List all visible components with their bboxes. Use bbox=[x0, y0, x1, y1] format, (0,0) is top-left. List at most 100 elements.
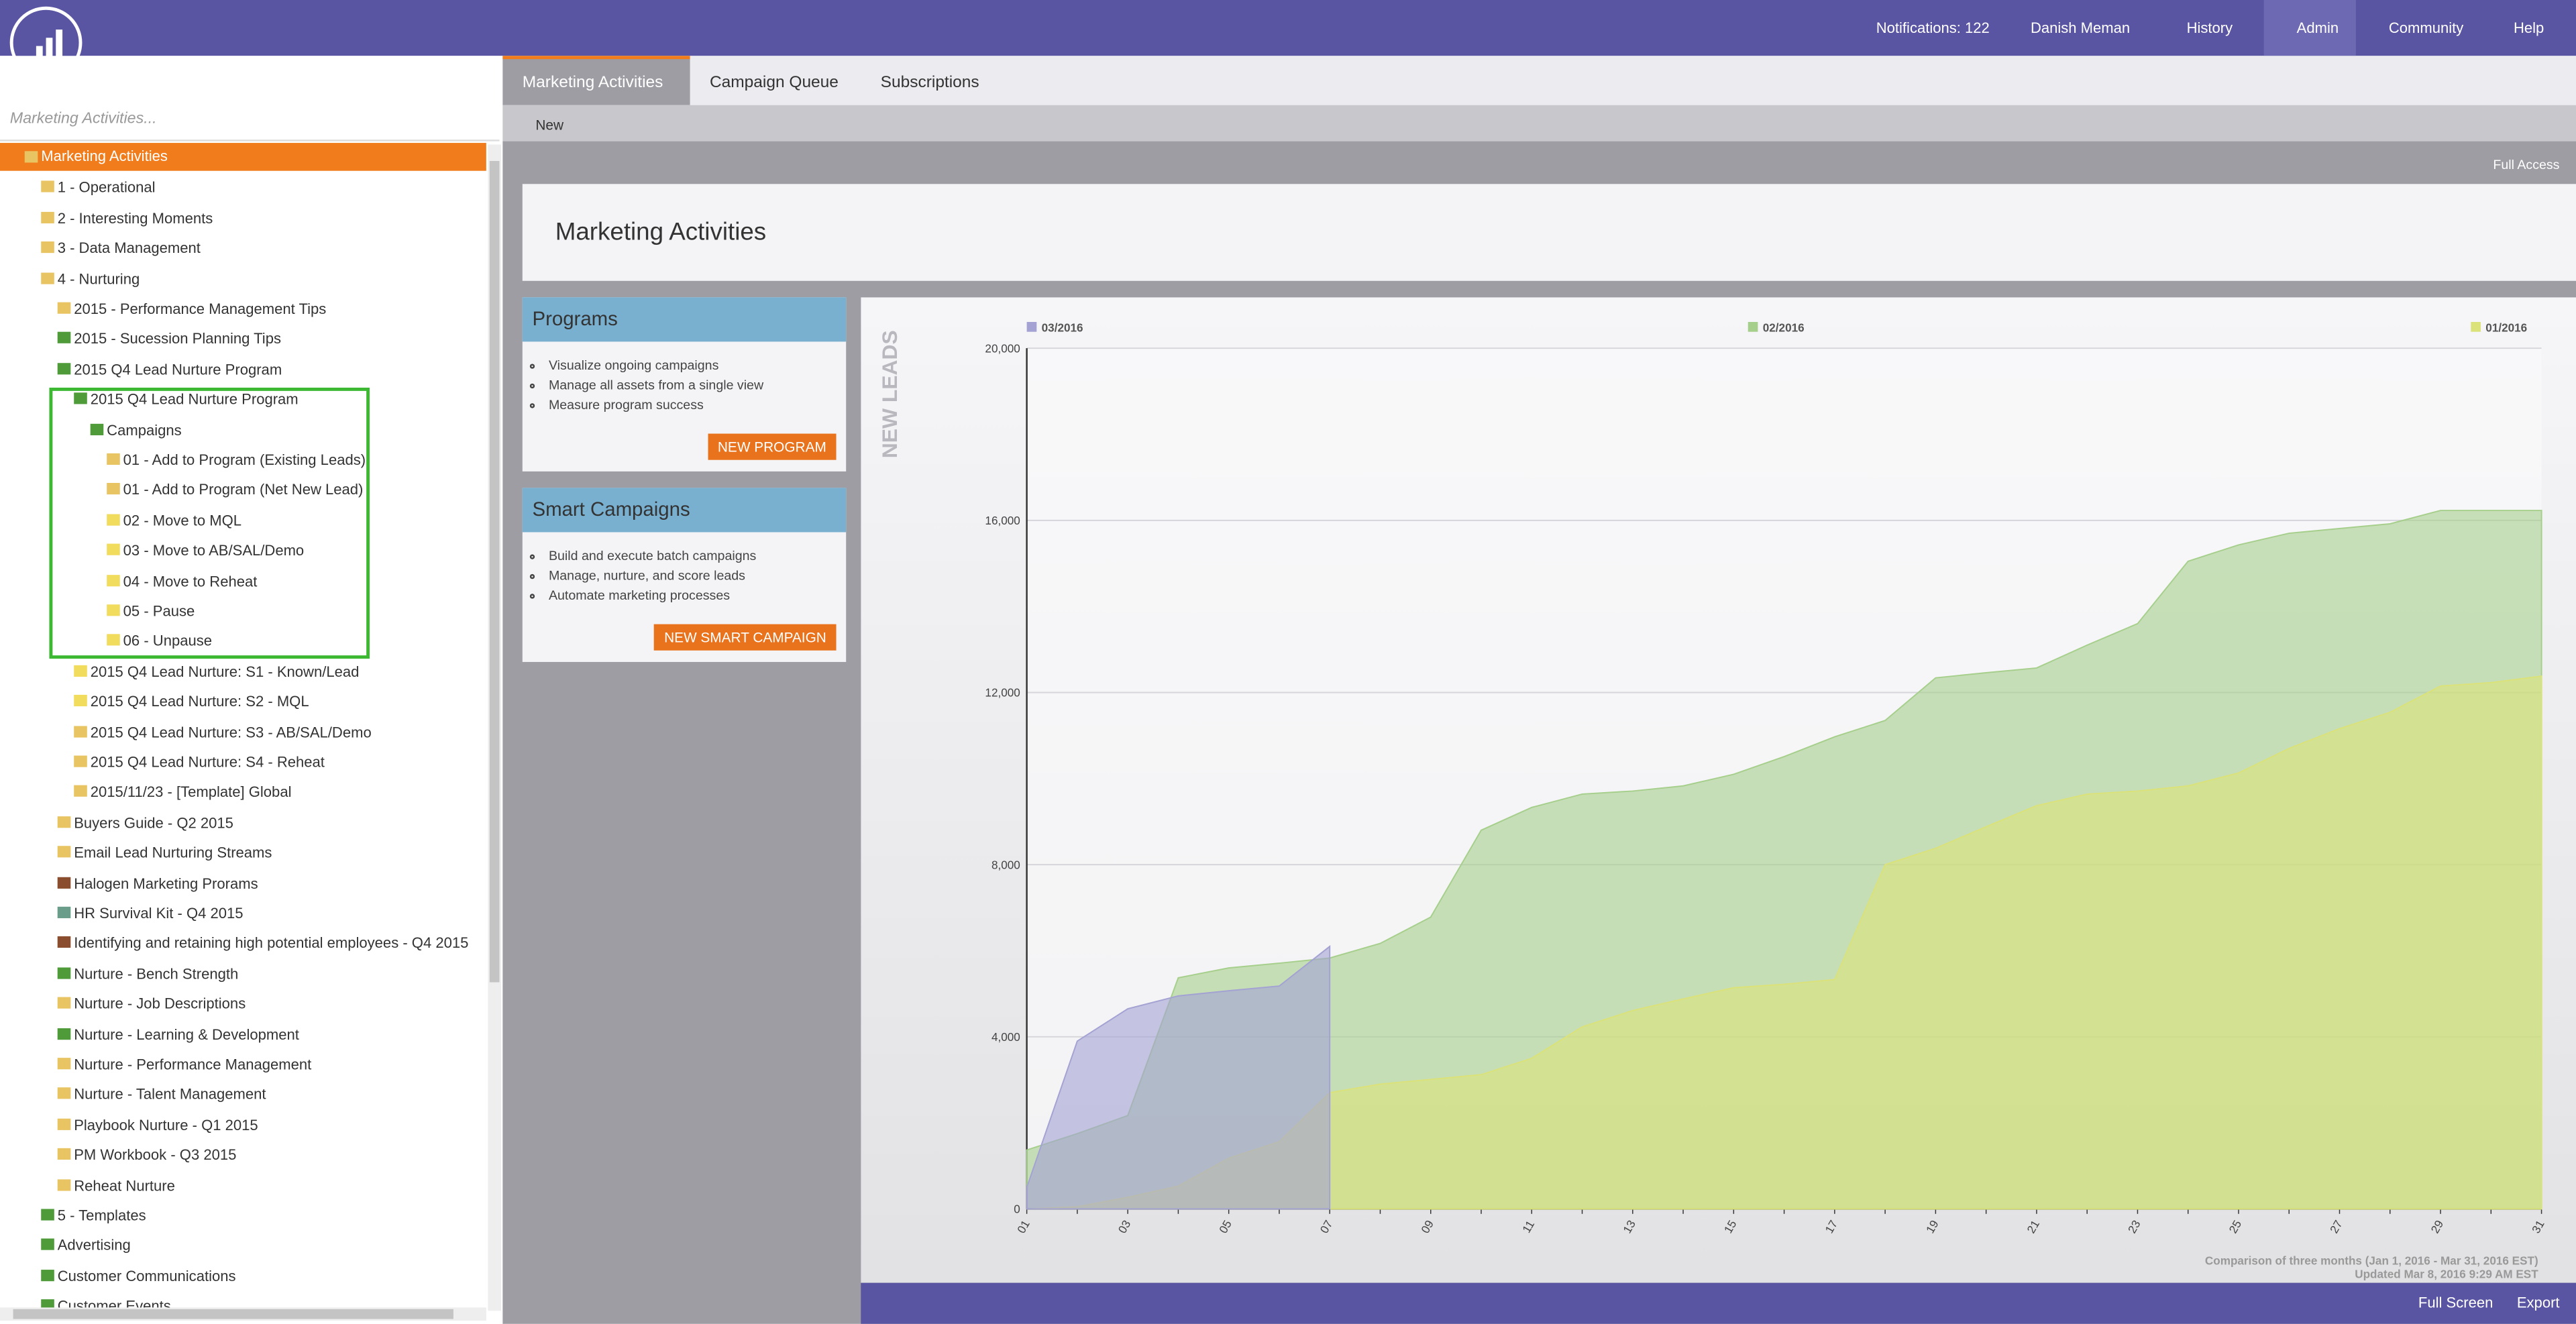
tree-icon bbox=[41, 272, 54, 284]
tree-icon bbox=[41, 1209, 54, 1221]
panel-list: Visualize ongoing campaigns Manage all a… bbox=[523, 358, 846, 417]
legend-swatch bbox=[2471, 322, 2481, 332]
new-smart-campaign-button[interactable]: NEW SMART CAMPAIGN bbox=[654, 624, 837, 651]
tree-icon bbox=[57, 936, 71, 949]
y-tick-label: 0 bbox=[1014, 1203, 1020, 1216]
tree-item[interactable]: 02 - Move to MQL bbox=[123, 512, 242, 529]
chart: NEW LEADS 0 4,000 8,000 12,000 16,000 20,000 0… bbox=[861, 297, 2576, 1283]
tree-item[interactable]: 2015 Q4 Lead Nurture: S4 - Reheat bbox=[90, 754, 325, 771]
tree-icon bbox=[57, 1148, 71, 1160]
tree-item[interactable]: HR Survival Kit - Q4 2015 bbox=[74, 905, 244, 922]
tree-item[interactable]: 2015 - Sucession Planning Tips bbox=[74, 331, 282, 347]
tree-item[interactable]: 2015 Q4 Lead Nurture Program bbox=[90, 391, 299, 408]
tree-item[interactable]: Nurture - Talent Management bbox=[74, 1086, 266, 1103]
export-button[interactable]: Export bbox=[2516, 1294, 2560, 1311]
tree-item[interactable]: 03 - Move to AB/SAL/Demo bbox=[123, 542, 305, 559]
tree-item[interactable]: Marketing Activities bbox=[0, 143, 486, 171]
tree-item[interactable]: 3 - Data Management bbox=[57, 240, 201, 257]
new-button[interactable]: New bbox=[535, 116, 564, 133]
panel-item: Manage, nurture, and score leads bbox=[549, 568, 846, 588]
scrollbar[interactable] bbox=[488, 144, 501, 1311]
tree-item[interactable]: 2015/11/23 - [Template] Global bbox=[90, 784, 292, 801]
community-link[interactable]: Community bbox=[2388, 19, 2464, 36]
user-menu[interactable]: Danish Meman bbox=[2030, 19, 2131, 36]
tab[interactable]: Campaign Queue bbox=[709, 74, 839, 93]
y-tick-label: 12,000 bbox=[985, 686, 1020, 700]
tree-icon bbox=[107, 574, 120, 586]
tree-item[interactable]: Buyers Guide - Q2 2015 bbox=[74, 814, 233, 831]
tree-icon bbox=[41, 1269, 54, 1281]
panel-item: Build and execute batch campaigns bbox=[549, 549, 846, 568]
programs-panel: Programs Visualize ongoing campaigns Man… bbox=[522, 297, 847, 472]
tree-item[interactable]: Campaigns bbox=[107, 421, 182, 438]
tree-icon bbox=[74, 725, 87, 737]
tree-item[interactable]: Email Lead Nurturing Streams bbox=[74, 844, 272, 861]
tree-item[interactable]: 4 - Nurturing bbox=[57, 270, 140, 287]
help-link[interactable]: Help bbox=[2513, 19, 2544, 36]
tree-icon bbox=[57, 876, 71, 888]
notifications[interactable]: Notifications: 122 bbox=[1876, 19, 1990, 36]
tree-item[interactable]: 01 - Add to Program (Existing Leads) bbox=[123, 451, 366, 468]
legend-label: 03/2016 bbox=[1042, 321, 1083, 335]
h-scrollbar[interactable] bbox=[0, 1307, 486, 1321]
fullscreen-button[interactable]: Full Screen bbox=[2418, 1294, 2493, 1311]
tree-icon bbox=[57, 362, 71, 374]
tree-item[interactable]: Nurture - Learning & Development bbox=[74, 1026, 299, 1043]
tree-icon bbox=[41, 1239, 54, 1251]
y-tick-label: 20,000 bbox=[985, 341, 1020, 355]
tree-item[interactable]: 05 - Pause bbox=[123, 602, 195, 620]
tree-item[interactable]: Nurture - Job Descriptions bbox=[74, 995, 246, 1013]
tree-item[interactable]: 1 - Operational bbox=[57, 179, 156, 197]
chart-footer: Full Screen Export bbox=[861, 1282, 2576, 1324]
tree-item[interactable]: 2015 Q4 Lead Nurture: S2 - MQL bbox=[90, 693, 309, 710]
panel-item: Automate marketing processes bbox=[549, 588, 846, 608]
tree-item[interactable]: 2015 Q4 Lead Nurture Program bbox=[74, 361, 282, 378]
tree-icon bbox=[57, 1088, 71, 1100]
tree-item[interactable]: 06 - Unpause bbox=[123, 632, 213, 650]
tree-item[interactable]: Advertising bbox=[57, 1237, 131, 1254]
tab[interactable]: Marketing Activities bbox=[522, 74, 663, 93]
y-tick-label: 4,000 bbox=[991, 1030, 1020, 1044]
new-program-button[interactable]: NEW PROGRAM bbox=[708, 433, 837, 460]
tree-item[interactable]: Halogen Marketing Prorams bbox=[74, 875, 258, 891]
tree-item[interactable]: Nurture - Performance Management bbox=[74, 1056, 312, 1073]
tree-icon bbox=[57, 332, 71, 344]
left-panel: Marketing Activities... Marketing Activi… bbox=[0, 56, 504, 1324]
tree-icon bbox=[57, 1118, 71, 1130]
tree-item[interactable]: Nurture - Bench Strength bbox=[74, 965, 239, 982]
search-divider bbox=[0, 140, 500, 142]
tree-icon bbox=[107, 453, 120, 465]
tree-icon bbox=[57, 997, 71, 1009]
tree-item[interactable]: 5 - Templates bbox=[57, 1207, 146, 1224]
tree-icon bbox=[74, 695, 87, 707]
tree-item[interactable]: 04 - Move to Reheat bbox=[123, 572, 258, 590]
tree-item[interactable]: PM Workbook - Q3 2015 bbox=[74, 1146, 237, 1164]
tree-item[interactable]: 2015 - Performance Management Tips bbox=[74, 300, 327, 317]
tree-item[interactable]: Playbook Nurture - Q1 2015 bbox=[74, 1116, 258, 1134]
tree-item[interactable]: Reheat Nurture bbox=[74, 1176, 175, 1194]
admin-bg bbox=[2263, 0, 2356, 56]
tree-item[interactable]: Identifying and retaining high potential… bbox=[74, 935, 469, 952]
legend-swatch bbox=[1026, 322, 1037, 332]
tab[interactable]: Subscriptions bbox=[880, 74, 979, 93]
tree-icon bbox=[57, 1178, 71, 1191]
area bbox=[1026, 945, 1331, 1210]
admin-link[interactable]: Admin bbox=[2296, 19, 2339, 36]
top-bar: Notifications: 122 Danish Meman History … bbox=[0, 0, 2576, 56]
tree-item[interactable]: 2015 Q4 Lead Nurture: S1 - Known/Lead bbox=[90, 663, 360, 680]
footnote: Updated Mar 8, 2016 9:29 AM EST bbox=[2355, 1267, 2538, 1280]
tree-item[interactable]: 2015 Q4 Lead Nurture: S3 - AB/SAL/Demo bbox=[90, 724, 372, 740]
tree-item[interactable]: 2 - Interesting Moments bbox=[57, 209, 213, 227]
logo-mark bbox=[36, 30, 63, 60]
tree-icon bbox=[107, 514, 120, 526]
tree-icon bbox=[74, 785, 87, 797]
tree-icon bbox=[41, 211, 54, 223]
tree-item[interactable]: 01 - Add to Program (Net New Lead) bbox=[123, 482, 364, 498]
tree-item[interactable]: Customer Communications bbox=[57, 1268, 236, 1284]
history-menu[interactable]: History bbox=[2186, 19, 2233, 36]
search-input[interactable]: Marketing Activities... bbox=[9, 110, 157, 129]
tree-icon bbox=[57, 967, 71, 979]
tree-icon bbox=[90, 423, 104, 435]
tree-icon bbox=[74, 392, 87, 404]
